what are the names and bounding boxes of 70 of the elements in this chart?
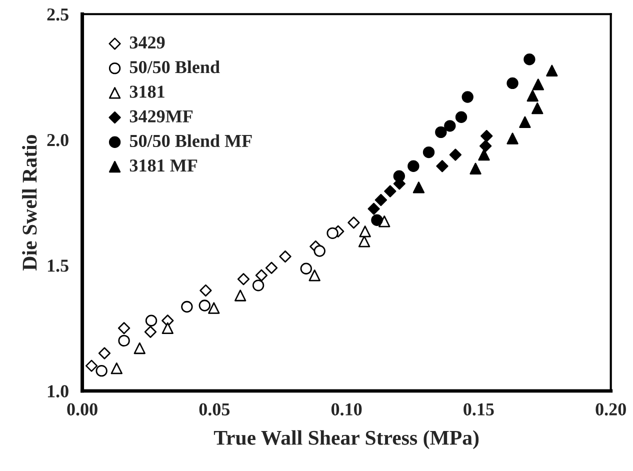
y-axis-title: Die Swell Ratio — [22, 135, 37, 270]
legend-label: 3429MF — [130, 110, 193, 122]
x-axis-title: True Wall Shear Stress (MPa) — [214, 430, 479, 450]
point — [480, 140, 492, 152]
point — [265, 262, 278, 274]
point — [358, 236, 370, 248]
point — [145, 314, 158, 326]
point — [462, 91, 474, 103]
point — [368, 202, 380, 215]
legend-label: 3429 — [130, 36, 165, 49]
point — [455, 111, 468, 123]
point — [532, 78, 544, 90]
point — [359, 226, 371, 238]
point — [449, 148, 462, 161]
point — [506, 77, 518, 90]
point — [506, 132, 518, 144]
point — [408, 160, 420, 172]
point — [200, 284, 212, 297]
point — [436, 160, 448, 172]
point — [198, 300, 210, 312]
x-tick-label: 0.00 — [67, 403, 98, 416]
point — [422, 146, 435, 158]
point — [96, 364, 108, 377]
point — [478, 148, 490, 161]
y-tick-label: 2.0 — [47, 134, 68, 146]
point — [435, 126, 447, 138]
point — [234, 290, 246, 302]
point — [110, 362, 122, 374]
point — [118, 334, 130, 347]
legend-label: 3181 — [130, 86, 164, 98]
point — [546, 64, 558, 76]
point — [252, 280, 264, 292]
y-tick-label: 2.5 — [47, 8, 68, 21]
point — [532, 102, 544, 114]
legend-label: 3181 MF — [130, 159, 198, 172]
point — [208, 302, 220, 314]
x-tick-label: 0.20 — [596, 403, 626, 416]
point — [314, 245, 326, 257]
x-tick-label: 0.05 — [199, 403, 230, 416]
point — [470, 162, 482, 174]
point — [255, 269, 268, 282]
point — [237, 273, 250, 286]
point — [326, 227, 338, 240]
point — [118, 322, 130, 334]
legend-label: 50/50 Blend MF — [130, 134, 252, 148]
legend-label: 50/50 Blend — [130, 60, 220, 74]
point — [524, 54, 536, 66]
x-tick-label: 0.15 — [464, 403, 494, 416]
point — [85, 360, 98, 372]
y-tick-label: 1.0 — [48, 385, 68, 398]
point — [393, 170, 406, 182]
point — [300, 262, 312, 274]
point — [144, 326, 157, 338]
point — [444, 120, 456, 132]
point — [134, 342, 146, 354]
x-tick-label: 0.10 — [331, 403, 362, 416]
point — [308, 270, 320, 282]
point — [181, 300, 193, 313]
point — [480, 130, 493, 142]
point — [412, 182, 425, 194]
point — [384, 185, 396, 198]
point — [526, 90, 538, 102]
point — [374, 194, 387, 206]
point — [519, 116, 531, 128]
y-tick-label: 1.5 — [48, 260, 68, 272]
point — [162, 322, 174, 334]
point — [279, 250, 292, 263]
point — [98, 347, 111, 360]
point — [371, 214, 383, 226]
point — [348, 216, 360, 229]
